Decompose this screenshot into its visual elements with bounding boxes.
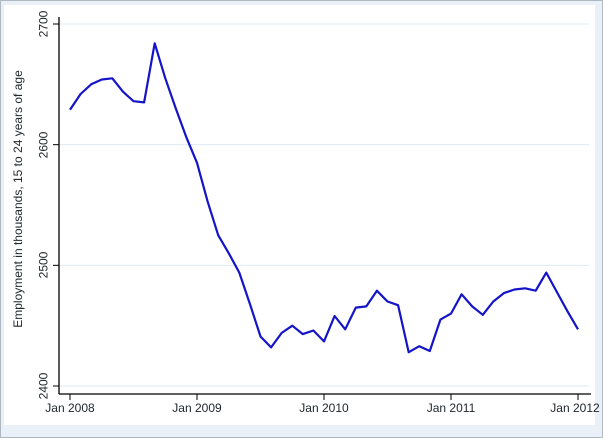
y-axis-title: Employment in thousands, 15 to 24 years … <box>11 70 25 328</box>
y-tick-label-2500: 2500 <box>36 251 51 279</box>
x-tick-label-jan2008: Jan 2008 <box>45 401 95 415</box>
y-tick-label-2400: 2400 <box>36 372 51 400</box>
y-tick-label-2600: 2600 <box>36 131 51 159</box>
x-tick-label-jan2009: Jan 2009 <box>172 401 222 415</box>
x-tick-label-jan2011: Jan 2011 <box>426 401 476 415</box>
x-tick-label-jan2010: Jan 2010 <box>299 401 349 415</box>
x-tick-label-jan2012: Jan 2012 <box>550 401 600 415</box>
plot-background <box>4 5 595 425</box>
employment-series-line <box>69 42 579 354</box>
y-tick-label-2700: 2700 <box>36 10 51 38</box>
